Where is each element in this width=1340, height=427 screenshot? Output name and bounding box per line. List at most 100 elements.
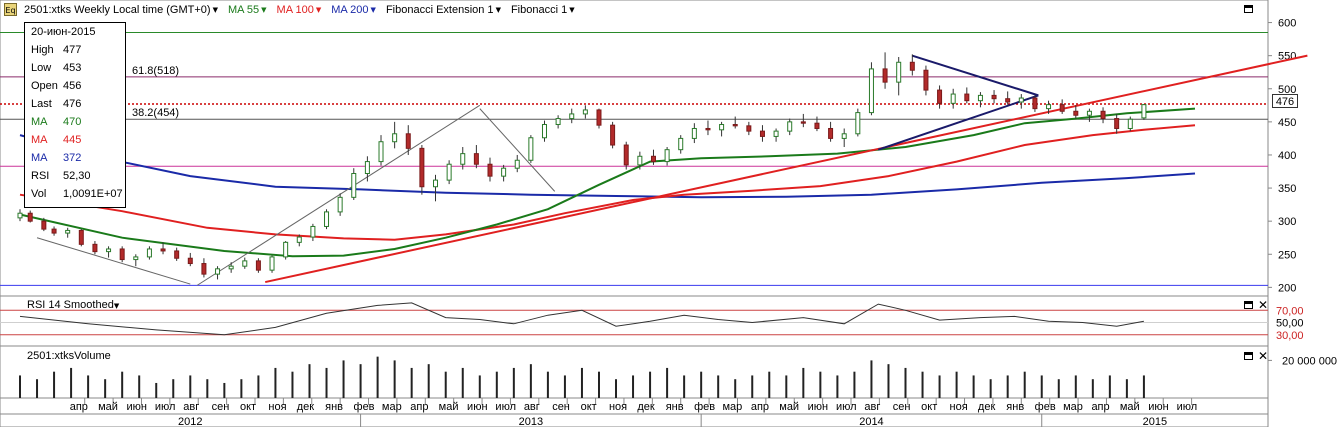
candle-down <box>923 69 929 91</box>
x-tick-label-year: 2015 <box>1143 416 1167 427</box>
y-tick-label: 250 <box>1278 249 1296 261</box>
candle-up <box>977 94 983 102</box>
candle-down <box>1059 104 1065 112</box>
candle-up <box>855 112 861 135</box>
chevron-down-icon: ▼ <box>315 6 322 14</box>
x-tick-label-month: май <box>439 401 459 413</box>
rsi-panel-label[interactable]: RSI 14 Smoothed▼ <box>27 299 120 311</box>
x-tick-label-month: фев <box>1035 401 1056 413</box>
x-tick-label-month: июн <box>808 401 828 413</box>
x-tick-label-month: апр <box>1091 401 1109 413</box>
candle-up <box>1141 104 1147 119</box>
volume-panel-close-icon[interactable]: ✕ <box>1258 349 1269 363</box>
candle-up <box>17 212 23 219</box>
candle-down <box>92 243 98 253</box>
trendline <box>912 54 1039 97</box>
x-tick-label-month: июн <box>126 401 146 413</box>
candle-up <box>146 248 152 258</box>
x-tick-label-month: дек <box>978 401 996 413</box>
candle-up <box>310 225 316 238</box>
candle-down <box>487 163 493 177</box>
indicator-ma100[interactable]: MA 100 ▼ <box>276 4 322 16</box>
x-tick-label-month: июл <box>495 401 516 413</box>
candle-up <box>569 113 575 120</box>
y-tick-label: 300 <box>1278 216 1296 228</box>
candle-down <box>41 220 47 230</box>
symbol-title[interactable]: 2501:xtks Weekly Local time (GMT+0) ▼ <box>24 4 218 16</box>
y-tick-label: 600 <box>1278 18 1296 30</box>
indicator-fibonacci[interactable]: Fibonacci 1 ▼ <box>510 4 575 16</box>
candle-up <box>324 211 330 227</box>
candle-down <box>814 122 820 129</box>
x-tick-label-month: дек <box>297 401 315 413</box>
chevron-down-icon: ▼ <box>495 6 501 14</box>
chevron-down-icon: ▼ <box>370 6 376 14</box>
indicator-fib-extension[interactable]: Fibonacci Extension 1 ▼ <box>385 4 501 16</box>
candle-up <box>691 127 697 139</box>
rsi-tick-label: 70,00 <box>1276 305 1304 317</box>
candle-up <box>228 265 234 270</box>
x-tick-label-month: янв <box>1006 401 1024 413</box>
candle-down <box>1100 110 1106 120</box>
candle-down <box>51 228 57 234</box>
candle-up <box>514 159 520 169</box>
x-tick-label-month: окт <box>240 401 256 413</box>
candle-down <box>1032 97 1038 110</box>
candle-up <box>1018 97 1024 103</box>
candle-up <box>582 109 588 115</box>
candle-up <box>787 121 793 132</box>
candle-up <box>378 141 384 163</box>
volume-panel-maximize-icon[interactable] <box>1244 352 1253 360</box>
candle-up <box>446 163 452 181</box>
x-tick-label-month: май <box>779 401 799 413</box>
rsi-line <box>19 302 1144 336</box>
candle-down <box>964 93 970 102</box>
candle-down <box>174 250 180 259</box>
x-tick-label-month: авг <box>183 401 199 413</box>
y-tick-label: 500 <box>1278 84 1296 96</box>
candle-up <box>555 118 561 126</box>
volume-panel-label[interactable]: 2501:xtksVolume <box>27 350 111 362</box>
candle-up <box>433 179 439 188</box>
candle-up <box>337 196 343 213</box>
candle-up <box>133 256 139 261</box>
chevron-down-icon: ▼ <box>569 6 575 14</box>
last-price-tag: 476 <box>1272 94 1298 108</box>
candle-up <box>1086 110 1092 116</box>
candle-down <box>882 68 888 83</box>
candle-down <box>759 130 765 137</box>
candle-down <box>705 127 711 131</box>
rsi-panel-close-icon[interactable]: ✕ <box>1258 298 1269 312</box>
symbol-icon[interactable]: Eq <box>4 3 17 16</box>
ma100-line <box>19 124 1196 241</box>
x-tick-label-month: ноя <box>950 401 968 413</box>
info-row-ma55: MA 470 <box>31 116 82 128</box>
x-tick-label-month: сен <box>212 401 230 413</box>
info-row-high: High 477 <box>31 44 82 56</box>
info-row-ma200: MA 372 <box>31 152 82 164</box>
candle-up <box>896 61 902 83</box>
candle-down <box>623 144 629 166</box>
chart-toolbar: 2501:xtks Weekly Local time (GMT+0) ▼ MA … <box>0 0 1268 20</box>
info-row-last: Last 476 <box>31 98 82 110</box>
candle-down <box>732 124 738 127</box>
candle-down <box>991 94 997 100</box>
info-row-ma100: MA 445 <box>31 134 82 146</box>
info-row-open: Open 456 <box>31 80 82 92</box>
main-panel-maximize-icon[interactable] <box>1244 5 1253 13</box>
rsi-panel-maximize-icon[interactable] <box>1244 301 1253 309</box>
main-panel-frame <box>0 0 1269 297</box>
ma200-line <box>19 134 1196 199</box>
indicator-ma55[interactable]: MA 55 ▼ <box>227 4 267 16</box>
candle-up <box>215 268 221 275</box>
candle-down <box>650 155 656 163</box>
info-date: 20-июн-2015 <box>31 26 96 38</box>
candle-up <box>719 124 725 131</box>
indicator-ma200[interactable]: MA 200 ▼ <box>331 4 376 16</box>
candle-up <box>392 133 398 143</box>
candle-up <box>65 229 71 234</box>
candle-down <box>160 248 166 252</box>
chevron-down-icon: ▼ <box>212 6 218 14</box>
x-tick-label-month: фев <box>694 401 715 413</box>
